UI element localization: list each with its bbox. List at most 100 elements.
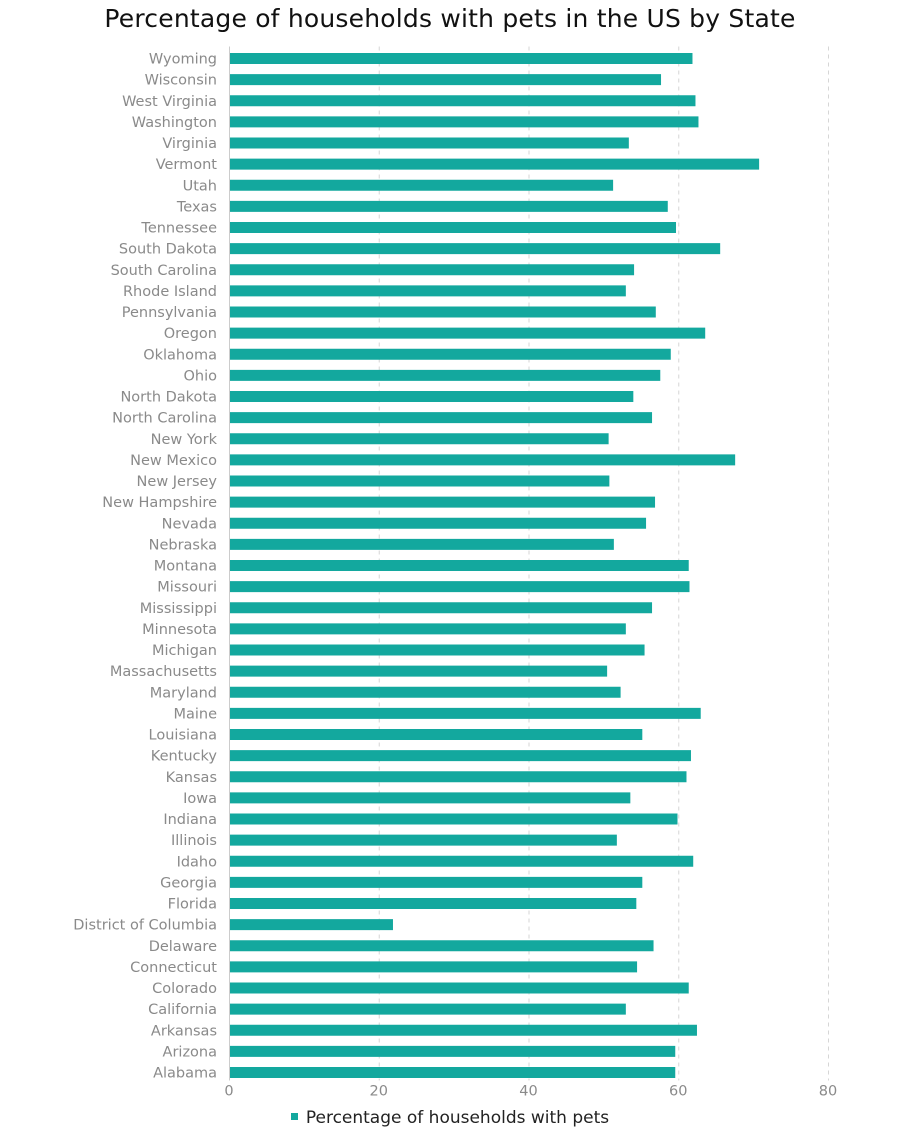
category-label: Louisiana [149, 728, 217, 744]
x-tick-layer: 0 20 40 60 80 [224, 1084, 837, 1100]
category-label-layer: Wyoming Wisconsin West Virginia Washington V… [73, 52, 217, 1082]
x-tick-label: 40 [519, 1084, 537, 1100]
bar-layer [230, 53, 760, 1078]
x-tick-label: 20 [370, 1084, 388, 1100]
bar-missouri[interactable] [230, 581, 690, 593]
category-label: North Dakota [120, 390, 217, 406]
bar-indiana[interactable] [230, 813, 678, 825]
category-label: Kansas [166, 770, 217, 786]
category-label: Connecticut [130, 960, 217, 976]
category-label: Minnesota [142, 622, 217, 638]
category-label: Ohio [183, 368, 217, 384]
bar-nebraska[interactable] [230, 538, 614, 550]
category-label: Wyoming [149, 52, 217, 68]
bar-minnesota[interactable] [230, 623, 626, 635]
category-label: New York [151, 432, 218, 448]
bar-south-carolina[interactable] [230, 264, 635, 276]
category-label: Pennsylvania [122, 305, 217, 321]
category-label: South Carolina [111, 263, 217, 279]
bar-oregon[interactable] [230, 327, 706, 339]
bar-utah[interactable] [230, 179, 614, 191]
bar-idaho[interactable] [230, 855, 694, 867]
category-label: Mississippi [140, 601, 217, 617]
bar-north-carolina[interactable] [230, 412, 653, 424]
bar-oklahoma[interactable] [230, 348, 671, 360]
legend-label: Percentage of households with pets [305, 1108, 610, 1128]
category-label: Massachusetts [110, 664, 217, 680]
bar-michigan[interactable] [230, 644, 645, 656]
category-label: Maryland [150, 685, 217, 701]
bar-wyoming[interactable] [230, 53, 693, 64]
category-label: Oregon [164, 326, 217, 342]
bar-tennessee[interactable] [230, 222, 677, 233]
category-label: Iowa [183, 791, 217, 807]
bar-florida[interactable] [230, 898, 637, 909]
category-label: Tennessee [140, 221, 217, 237]
category-label: West Virginia [122, 94, 217, 110]
bar-wisconsin[interactable] [230, 74, 662, 86]
bar-kansas[interactable] [230, 771, 687, 783]
category-label: Idaho [177, 854, 218, 870]
category-label: Nebraska [149, 537, 217, 553]
bar-connecticut[interactable] [230, 961, 638, 973]
bar-pennsylvania[interactable] [230, 306, 656, 318]
category-label: Kentucky [151, 749, 218, 765]
x-tick-label: 60 [669, 1084, 687, 1100]
bar-nevada[interactable] [230, 517, 647, 529]
bar-massachusetts[interactable] [230, 665, 608, 677]
category-label: Illinois [171, 833, 217, 849]
category-label: Colorado [152, 981, 217, 997]
category-label: North Carolina [112, 411, 217, 427]
bar-virginia[interactable] [230, 137, 629, 149]
bar-arkansas[interactable] [230, 1024, 697, 1036]
bar-colorado[interactable] [230, 982, 689, 994]
category-label: Georgia [160, 875, 217, 891]
category-label: District of Columbia [73, 918, 217, 934]
bar-texas[interactable] [230, 200, 668, 212]
category-label: Arizona [163, 1044, 217, 1060]
bar-maine[interactable] [230, 707, 701, 719]
bar-california[interactable] [230, 1003, 626, 1015]
bar-rhode-island[interactable] [230, 285, 626, 297]
bar-new-jersey[interactable] [230, 475, 610, 487]
category-label: Alabama [153, 1066, 217, 1082]
bar-kentucky[interactable] [230, 750, 691, 762]
bar-maryland[interactable] [230, 686, 621, 698]
bar-delaware[interactable] [230, 940, 654, 952]
category-label: Utah [183, 178, 217, 194]
category-label: Delaware [149, 939, 217, 955]
category-label: New Mexico [130, 453, 217, 469]
category-label: Montana [154, 559, 217, 575]
bar-alabama[interactable] [230, 1067, 676, 1078]
x-tick-label: 0 [224, 1084, 233, 1100]
category-label: Oklahoma [143, 347, 217, 363]
bar-district-of-columbia[interactable] [230, 919, 393, 931]
bar-illinois[interactable] [230, 834, 617, 846]
bar-louisiana[interactable] [230, 729, 643, 740]
bar-ohio[interactable] [230, 369, 661, 381]
bar-georgia[interactable] [230, 876, 643, 888]
category-label: Arkansas [151, 1023, 217, 1039]
category-label: Michigan [152, 643, 217, 659]
bar-arizona[interactable] [230, 1045, 676, 1057]
bar-iowa[interactable] [230, 792, 631, 804]
category-label: Nevada [162, 516, 217, 532]
bar-new-hampshire[interactable] [230, 496, 656, 508]
bar-mississippi[interactable] [230, 602, 653, 614]
bar-washington[interactable] [230, 116, 699, 128]
legend[interactable]: Percentage of households with pets [0, 1108, 900, 1128]
bar-north-dakota[interactable] [230, 391, 634, 402]
bar-new-mexico[interactable] [230, 454, 736, 466]
bar-montana[interactable] [230, 560, 689, 571]
chart-title: Percentage of households with pets in th… [104, 4, 796, 33]
category-label: Rhode Island [123, 284, 217, 300]
grid-layer [229, 46, 829, 1081]
bar-new-york[interactable] [230, 433, 609, 445]
bar-vermont[interactable] [230, 158, 760, 170]
bar-west-virginia[interactable] [230, 95, 696, 107]
category-label: Florida [168, 897, 217, 913]
category-label: Missouri [157, 580, 217, 596]
category-label: Indiana [163, 812, 217, 828]
bar-south-dakota[interactable] [230, 243, 721, 255]
